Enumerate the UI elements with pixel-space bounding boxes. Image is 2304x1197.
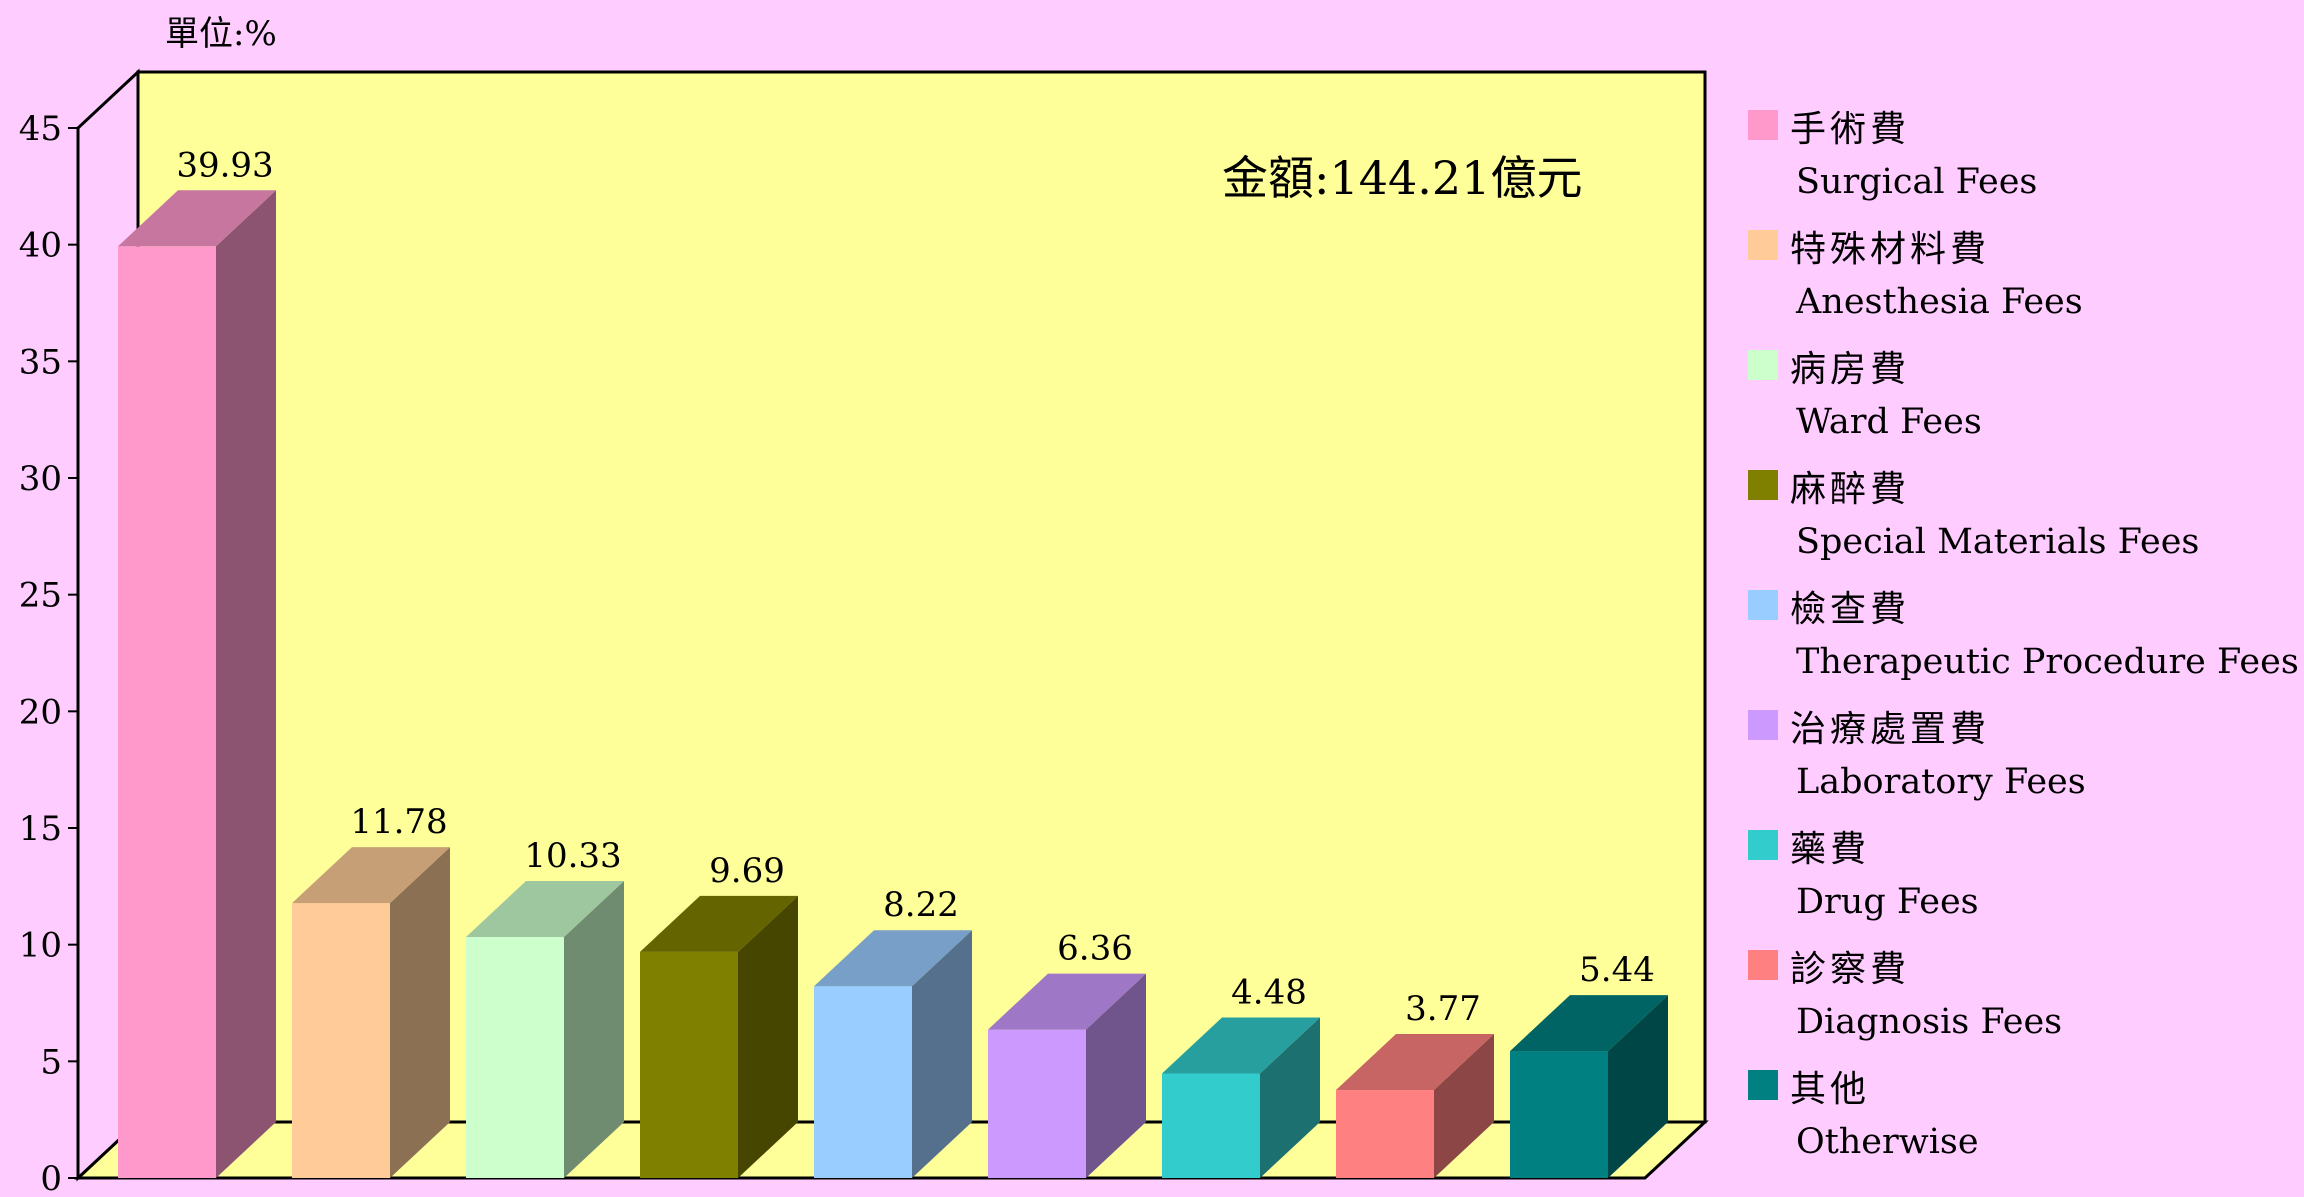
- legend-item-ward: 病房費 Ward Fees: [1740, 336, 2300, 456]
- legend-item-diagnosis: 診察費 Diagnosis Fees: [1740, 936, 2300, 1056]
- bar-value-label: 11.78: [350, 802, 447, 842]
- bar-chart: 0 5 10 15 20 25 30 35 40 45 39.93 11.78 10.33 9.69 8.…: [19, 68, 1709, 1197]
- bar-side: [1086, 973, 1146, 1178]
- y-tick-label: 25: [19, 576, 62, 616]
- legend-label-zh: 麻醉費: [1790, 469, 1911, 510]
- legend-label-en: Otherwise: [1796, 1122, 1979, 1162]
- bar-top: [1336, 1034, 1494, 1091]
- legend-label-zh: 病房費: [1790, 349, 1911, 390]
- legend-item-surgical: 手術費 Surgical Fees: [1740, 96, 2300, 216]
- bar-front: [1510, 1051, 1608, 1178]
- bar-1: 11.78: [292, 802, 450, 1178]
- bar-value-label: 10.33: [524, 836, 621, 876]
- legend-label-zh: 檢查費: [1790, 589, 1911, 630]
- legend-swatch: [1748, 230, 1778, 260]
- bar-top: [466, 880, 624, 937]
- legend-item-drug: 藥費 Drug Fees: [1740, 816, 2300, 936]
- legend-item-anesthesia: 麻醉費 Special Materials Fees: [1740, 456, 2300, 576]
- bar-side: [1260, 1017, 1320, 1178]
- legend-swatch: [1748, 1070, 1778, 1100]
- bar-top: [814, 930, 972, 987]
- legend-swatch: [1748, 830, 1778, 860]
- legend-swatch: [1748, 110, 1778, 140]
- bar-front: [1336, 1090, 1434, 1178]
- bar-top: [640, 895, 798, 952]
- y-tick-label: 5: [40, 1042, 62, 1082]
- legend-label-zh: 診察費: [1790, 949, 1911, 990]
- bar-7: 3.77: [1336, 989, 1494, 1178]
- y-tick-label: 0: [40, 1159, 62, 1197]
- bar-front: [1162, 1073, 1260, 1178]
- bar-top: [292, 847, 450, 904]
- bar-front: [640, 951, 738, 1178]
- bar-front: [118, 246, 216, 1179]
- legend-item-therapeutic: 治療處置費 Laboratory Fees: [1740, 696, 2300, 816]
- legend-label-en: Laboratory Fees: [1796, 762, 2086, 802]
- legend-label-en: Special Materials Fees: [1796, 522, 2200, 562]
- legend-label-en: Drug Fees: [1796, 882, 1979, 922]
- legend-swatch: [1748, 470, 1778, 500]
- bar-top: [118, 190, 276, 247]
- y-tick-label: 30: [19, 459, 62, 499]
- y-axis: 0 5 10 15 20 25 30 35 40 45: [19, 109, 78, 1197]
- bar-2: 10.33: [466, 836, 624, 1178]
- bar-value-label: 8.22: [883, 885, 959, 925]
- bar-value-label: 4.48: [1231, 972, 1307, 1012]
- y-tick-label: 10: [19, 926, 62, 966]
- bar-top: [988, 973, 1146, 1030]
- legend-item-laboratory: 檢查費 Therapeutic Procedure Fees: [1740, 576, 2300, 696]
- bar-value-label: 5.44: [1579, 950, 1655, 990]
- legend-swatch: [1748, 950, 1778, 980]
- legend-label-en: Diagnosis Fees: [1796, 1002, 2063, 1042]
- y-tick-label: 20: [19, 692, 62, 732]
- bar-front: [988, 1029, 1086, 1178]
- legend-item-otherwise: 其他 Otherwise: [1740, 1056, 2300, 1176]
- bar-4: 8.22: [814, 885, 972, 1178]
- unit-label: 單位:%: [165, 14, 277, 54]
- bar-5: 6.36: [988, 929, 1146, 1178]
- bar-front: [466, 936, 564, 1178]
- legend-swatch: [1748, 350, 1778, 380]
- legend-label-zh: 手術費: [1790, 109, 1911, 150]
- legend-swatch: [1748, 590, 1778, 620]
- bar-front: [814, 986, 912, 1178]
- legend-label-en: Therapeutic Procedure Fees: [1796, 642, 2299, 682]
- total-amount-label: 金額:144.21億元: [1222, 151, 1583, 205]
- legend: 手術費 Surgical Fees 特殊材料費 Anesthesia Fees …: [1740, 96, 2300, 1176]
- legend-label-en: Anesthesia Fees: [1796, 282, 2083, 322]
- y-tick-label: 40: [19, 226, 62, 266]
- bar-value-label: 6.36: [1057, 929, 1133, 969]
- bar-side: [912, 930, 972, 1178]
- y-tick-label: 15: [19, 809, 62, 849]
- legend-item-special-materials: 特殊材料費 Anesthesia Fees: [1740, 216, 2300, 336]
- y-tick-label: 45: [19, 109, 62, 149]
- legend-label-en: Ward Fees: [1796, 402, 1982, 442]
- bar-side: [390, 847, 450, 1178]
- bar-value-label: 39.93: [176, 145, 273, 185]
- legend-label-zh: 其他: [1790, 1069, 1871, 1110]
- bar-value-label: 3.77: [1405, 989, 1481, 1029]
- bar-side: [1434, 1034, 1494, 1178]
- bar-3: 9.69: [640, 851, 798, 1178]
- legend-label-zh: 治療處置費: [1790, 709, 1991, 750]
- bar-side: [738, 895, 798, 1178]
- legend-label-zh: 藥費: [1790, 829, 1871, 870]
- legend-swatch: [1748, 710, 1778, 740]
- bar-top: [1162, 1017, 1320, 1074]
- bar-top: [1510, 995, 1668, 1052]
- bar-value-label: 9.69: [709, 851, 785, 891]
- legend-label-zh: 特殊材料費: [1790, 229, 1991, 270]
- bar-0: 39.93: [118, 145, 276, 1179]
- bars: 39.93 11.78 10.33 9.69 8.22 6.36 4.48 3.77 5.44: [118, 145, 1668, 1179]
- bar-front: [292, 903, 390, 1178]
- bar-8: 5.44: [1510, 950, 1668, 1178]
- bar-6: 4.48: [1162, 972, 1320, 1178]
- bar-side: [216, 190, 276, 1179]
- bar-side: [564, 880, 624, 1178]
- legend-label-en: Surgical Fees: [1796, 162, 2038, 202]
- bar-side: [1608, 995, 1668, 1178]
- y-tick-label: 35: [19, 342, 62, 382]
